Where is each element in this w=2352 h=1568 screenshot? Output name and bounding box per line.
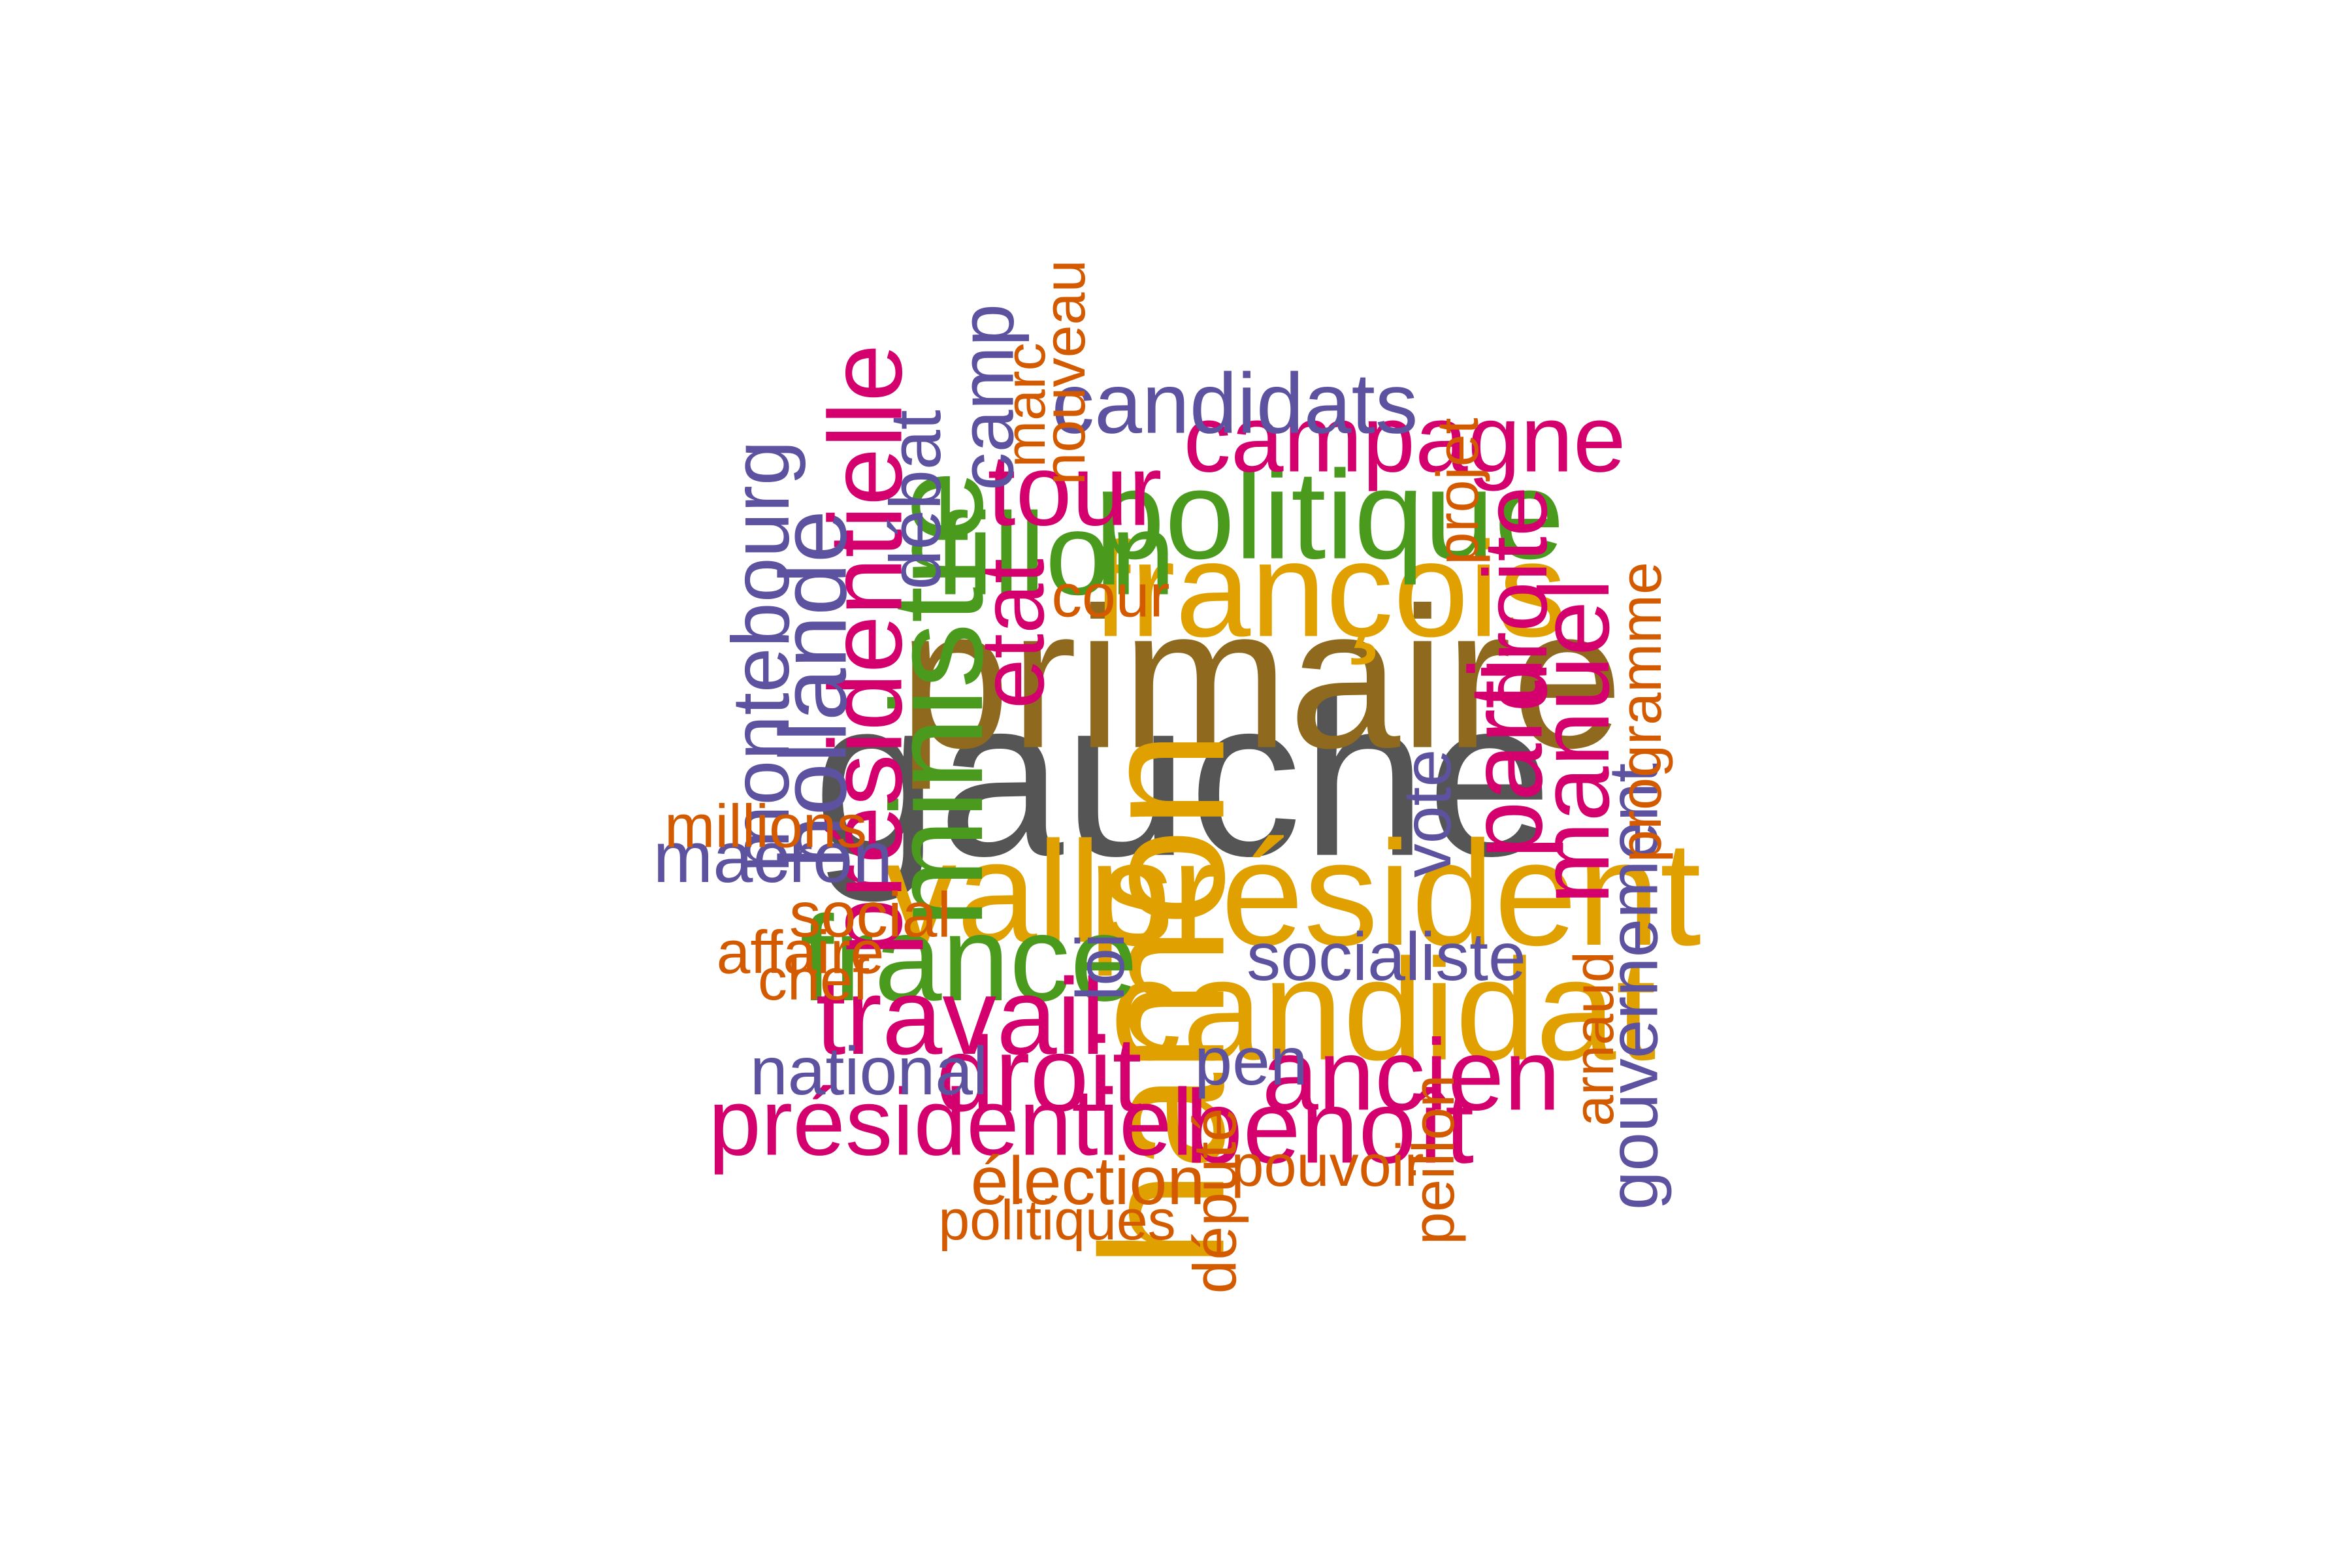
word-national: national bbox=[749, 1034, 988, 1109]
word-affaire: affaire bbox=[716, 918, 885, 987]
word-peillon: peillon bbox=[1401, 1074, 1467, 1245]
word-election: élection bbox=[970, 1143, 1205, 1219]
word-debat: débat bbox=[875, 410, 956, 590]
word-projet: projet bbox=[1426, 417, 1491, 565]
word-arnaud: arnaud bbox=[1563, 951, 1625, 1126]
word-marc: marc bbox=[994, 342, 1057, 468]
word-vote: vote bbox=[1390, 749, 1465, 878]
word-pouvoir: pouvoir bbox=[1231, 1134, 1424, 1199]
word-chef: chef bbox=[757, 947, 870, 1013]
word-gauche: gauche bbox=[813, 651, 1552, 904]
word-loi: loi bbox=[1063, 932, 1139, 1002]
word-primaire: primaire bbox=[898, 566, 1624, 791]
word-travail: travail bbox=[815, 956, 1105, 1077]
word-tour: tour bbox=[987, 433, 1162, 547]
word-etat: etat bbox=[962, 558, 1063, 710]
word-pen: pen bbox=[1194, 1024, 1308, 1100]
word-millions: millions bbox=[664, 792, 868, 860]
word-presidentiel: présidentiel bbox=[708, 1069, 1193, 1175]
word-benoit: benoît bbox=[1184, 1068, 1475, 1185]
word-macron: macron bbox=[653, 817, 893, 898]
word-droit: droit bbox=[936, 1015, 1142, 1134]
word-cour: cour bbox=[1051, 561, 1170, 630]
word-depute: député bbox=[1181, 1107, 1249, 1294]
word-socialiste: socialiste bbox=[1247, 919, 1526, 995]
word-fillon: fillon bbox=[934, 488, 1176, 619]
word-candidats: candidats bbox=[1051, 355, 1418, 451]
word-politique: politique bbox=[1094, 444, 1565, 585]
word-france: france bbox=[800, 891, 1138, 1026]
word-francois: françois bbox=[1092, 514, 1567, 665]
word-social: social bbox=[789, 879, 951, 951]
word-valls: valls bbox=[884, 811, 1174, 973]
word-politiques: politiques bbox=[938, 1189, 1176, 1252]
word-ancien: ancien bbox=[1262, 1018, 1561, 1132]
word-president: président bbox=[1088, 811, 1701, 977]
word-programme: programme bbox=[1609, 561, 1674, 863]
word-campagne: campagne bbox=[1183, 385, 1626, 492]
word-candidat: candidat bbox=[1110, 928, 1656, 1090]
